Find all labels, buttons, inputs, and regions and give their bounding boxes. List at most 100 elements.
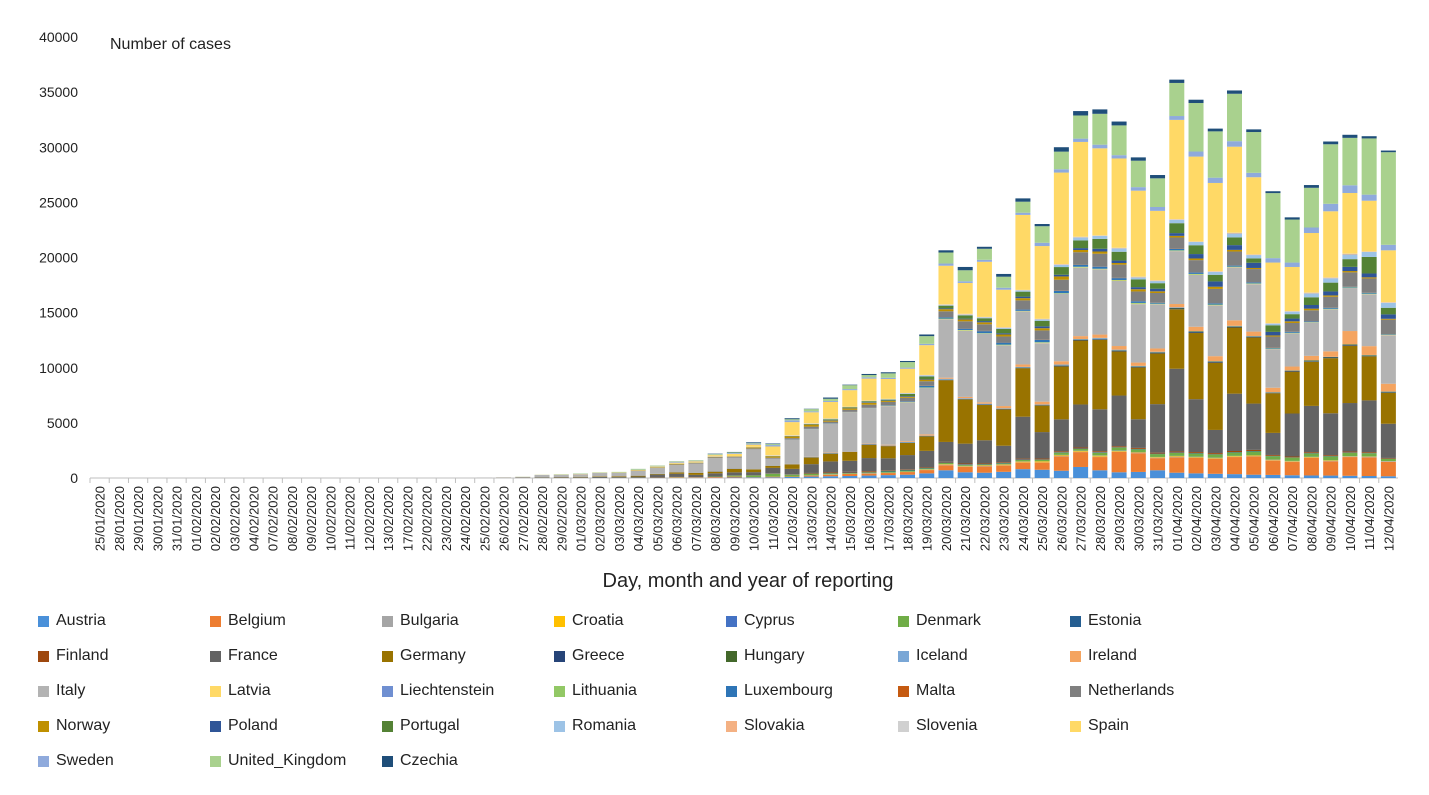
bar-segment-united-kingdom xyxy=(1150,178,1166,207)
bar-segment-united-kingdom xyxy=(919,336,935,344)
bar-segment-romania xyxy=(1207,271,1223,275)
bar-segment-ireland xyxy=(1111,346,1127,350)
bar-segment-sweden xyxy=(823,400,839,402)
bar-segment-united-kingdom xyxy=(976,248,992,260)
bar-segment-netherlands xyxy=(1361,278,1377,293)
bar-segment-denmark xyxy=(1053,452,1069,455)
bar-segment-united-kingdom xyxy=(938,252,954,264)
bar-segment-croatia xyxy=(1284,461,1300,462)
bar-segment-germany xyxy=(976,405,992,441)
bar-segment-netherlands xyxy=(1111,264,1127,278)
x-tick-label: 13/03/2020 xyxy=(804,486,819,551)
x-tick-label: 01/02/2020 xyxy=(189,486,204,551)
legend-swatch xyxy=(726,650,737,662)
bar-segment-austria xyxy=(746,477,762,478)
bar-stack xyxy=(746,442,762,478)
bar-segment-ireland xyxy=(1150,348,1166,352)
bar-segment-czechia xyxy=(1053,147,1069,152)
bar-segment-luxembourg xyxy=(1073,264,1089,267)
bar-segment-portugal xyxy=(938,305,954,309)
x-tick-label: 23/03/2020 xyxy=(997,486,1012,551)
legend-label: Spain xyxy=(1088,717,1129,734)
legend-label: Slovenia xyxy=(916,717,978,734)
bar-segment-netherlands xyxy=(1226,251,1243,266)
bar-stack xyxy=(861,373,877,478)
bar-segment-germany xyxy=(707,471,723,474)
bar-segment-denmark xyxy=(823,473,839,475)
bar-segment-luxembourg xyxy=(919,385,935,388)
bar-segment-finland xyxy=(1130,447,1146,449)
bar-segment-luxembourg xyxy=(1015,309,1031,311)
bar-segment-germany xyxy=(765,465,781,468)
bar-segment-norway xyxy=(1380,318,1396,320)
bar-segment-czechia xyxy=(899,360,916,363)
bar-segment-luxembourg xyxy=(938,317,954,319)
legend-item: Hungary xyxy=(726,647,804,665)
bar-segment-germany xyxy=(784,464,800,469)
bar-segment-greece xyxy=(1284,370,1300,372)
bar-segment-italy xyxy=(957,330,973,397)
bar-stack xyxy=(765,443,781,478)
bar-segment-spain xyxy=(707,455,723,457)
bar-segment-czechia xyxy=(1150,175,1166,179)
bar-segment-denmark xyxy=(1092,452,1108,456)
x-tick-label: 20/03/2020 xyxy=(939,486,954,551)
bar-segment-sweden xyxy=(1303,227,1319,234)
bar-segment-united-kingdom xyxy=(1284,219,1300,263)
bar-segment-spain xyxy=(823,401,839,419)
bar-segment-italy xyxy=(1073,267,1089,337)
bar-segment-italy xyxy=(823,423,839,453)
bar-segment-france xyxy=(1226,393,1243,451)
legend-swatch xyxy=(382,720,393,732)
bar-segment-czechia xyxy=(880,372,896,374)
bar-segment-belgium xyxy=(726,476,742,478)
legend-item: Poland xyxy=(210,717,278,735)
bar-segment-poland xyxy=(1361,273,1377,278)
bar-segment-finland xyxy=(1207,453,1223,455)
bar-segment-poland xyxy=(1303,305,1319,309)
bar-segment-finland xyxy=(1092,451,1108,453)
x-tick-label: 31/03/2020 xyxy=(1151,486,1166,551)
bar-segment-germany xyxy=(1169,309,1185,369)
bar-segment-belgium xyxy=(957,466,973,473)
bar-stack xyxy=(880,372,896,478)
bar-segment-romania xyxy=(996,327,1012,329)
bar-segment-slovakia xyxy=(1323,277,1339,279)
x-tick-label: 10/04/2020 xyxy=(1343,486,1358,551)
bar-segment-denmark xyxy=(996,463,1012,465)
x-tick-label: 30/01/2020 xyxy=(150,486,165,551)
bar-segment-united-kingdom xyxy=(1092,113,1108,145)
bar-segment-austria xyxy=(1073,466,1089,478)
x-tick-label: 27/03/2020 xyxy=(1074,486,1089,551)
bar-segment-united-kingdom xyxy=(823,398,839,401)
bar-segment-belgium xyxy=(823,474,839,477)
y-axis: 0 5000 10000 15000 20000 25000 30000 35000 40000 xyxy=(39,29,1398,486)
legend-swatch xyxy=(554,720,565,732)
bar-segment-austria xyxy=(880,475,896,478)
bar-segment-norway xyxy=(880,400,896,402)
bar-segment-luxembourg xyxy=(1303,321,1319,323)
bar-segment-poland xyxy=(1284,318,1300,322)
bar-segment-czechia xyxy=(861,373,877,376)
bar-stack xyxy=(842,384,858,478)
bar-segment-lithuania xyxy=(1130,302,1146,304)
bar-stack xyxy=(899,360,916,478)
bar-segment-denmark xyxy=(765,473,781,477)
bar-stack xyxy=(669,461,685,478)
bar-segment-belgium xyxy=(1130,453,1146,472)
bar-segment-ireland xyxy=(1284,366,1300,371)
bar-stack xyxy=(919,334,935,478)
bar-segment-denmark xyxy=(1073,448,1089,451)
bar-segment-norway xyxy=(1303,308,1319,311)
bar-segment-united-kingdom xyxy=(880,373,896,378)
bar-segment-luxembourg xyxy=(1284,331,1300,333)
bar-segment-ireland xyxy=(1188,326,1204,332)
bar-segment-greece xyxy=(1130,366,1146,368)
legend-item: Romania xyxy=(554,717,636,735)
bar-segment-czechia xyxy=(823,397,839,399)
bar-segment-italy xyxy=(611,473,627,477)
bar-segment-germany xyxy=(861,444,877,459)
bar-segment-spain xyxy=(842,390,858,407)
bar-segment-poland xyxy=(1015,296,1031,299)
bar-segment-croatia xyxy=(1188,456,1204,458)
